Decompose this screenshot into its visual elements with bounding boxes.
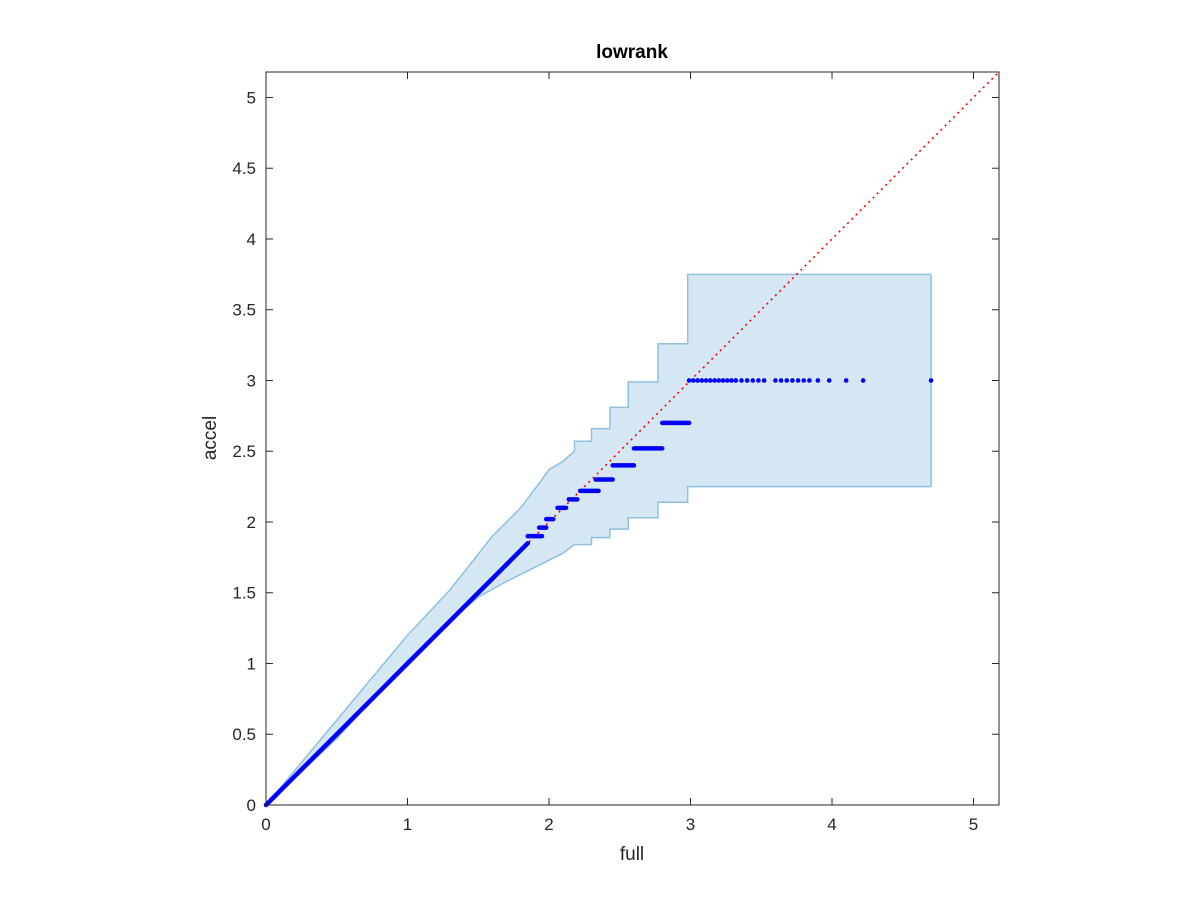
x-axis: 0 1 2 3 4 5 [261,72,978,834]
x-tick-label: 1 [403,815,412,834]
y-tick-label: 0.5 [232,725,256,744]
point-run-diagonal-5 [433,590,481,638]
data-point-2 [695,378,700,383]
band-fill [266,274,932,805]
data-point-10 [729,378,734,383]
x-tick-label: 3 [686,815,695,834]
data-point-28 [928,378,934,383]
data-point-21 [795,378,801,383]
data-point-23 [807,378,812,383]
y-tick-label: 1 [247,654,256,673]
data-point-1 [691,378,696,383]
y-axis: 0 0.5 1 1.5 2 2.5 3 3.5 4 4.5 5 [232,88,999,815]
point-run-diagonal-3 [348,675,396,723]
confidence-band [265,273,932,806]
x-tick-label: 4 [827,815,836,834]
data-point-27 [860,378,866,383]
data-point-17 [773,378,778,383]
point-run-diagonal-6 [476,562,509,595]
data-point-24 [815,378,821,383]
data-point-19 [784,378,790,383]
data-point-26 [843,378,849,383]
y-axis-label: accel [200,416,221,460]
point-run-diagonal-2 [306,717,354,765]
x-tick-label: 0 [261,815,270,834]
x-tick-label: 2 [544,815,553,834]
data-point-0 [686,378,692,383]
y-tick-label: 3 [247,371,256,390]
y-tick-label: 4.5 [232,159,256,178]
data-point-4 [703,378,709,383]
point-run-diagonal-7 [504,540,531,567]
data-point-6 [712,378,717,383]
y-tick-label: 4 [247,230,256,249]
data-point-18 [778,378,784,383]
y-tick-label: 1.5 [232,584,256,603]
data-point-8 [720,378,726,383]
y-tick-label: 3.5 [232,301,256,320]
data-point-3 [699,378,705,383]
data-point-9 [725,378,730,383]
data-point-13 [744,378,750,383]
data-point-22 [801,378,807,383]
y-tick-label: 2 [247,513,256,532]
data-point-15 [756,378,761,383]
data-point-20 [790,378,795,383]
plot-frame [265,71,1000,806]
data-point-25 [826,378,832,383]
data-points [263,378,934,808]
y-tick-label: 0 [247,796,256,815]
data-point-11 [733,378,739,383]
point-run-diagonal-1 [270,760,311,801]
data-point-12 [739,378,744,383]
data-point-7 [716,378,722,383]
point-run-diagonal-4 [391,632,439,680]
x-tick-label: 5 [969,815,978,834]
band-upper-edge [265,273,932,806]
y-tick-label: 2.5 [232,442,256,461]
data-point-14 [750,378,756,383]
y-tick-label: 5 [247,88,256,107]
chart-title: lowrank [596,42,668,63]
data-point-16 [761,378,767,383]
data-point-5 [708,378,713,383]
x-axis-label: full [620,844,644,865]
